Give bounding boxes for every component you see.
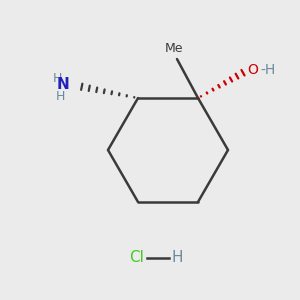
Text: H: H: [52, 72, 62, 85]
Text: Me: Me: [165, 41, 183, 55]
Text: H: H: [56, 90, 65, 103]
Text: O: O: [248, 62, 258, 76]
Text: -H: -H: [260, 62, 275, 76]
Text: N: N: [57, 77, 69, 92]
Text: Cl: Cl: [129, 250, 144, 266]
Text: H: H: [171, 250, 182, 266]
